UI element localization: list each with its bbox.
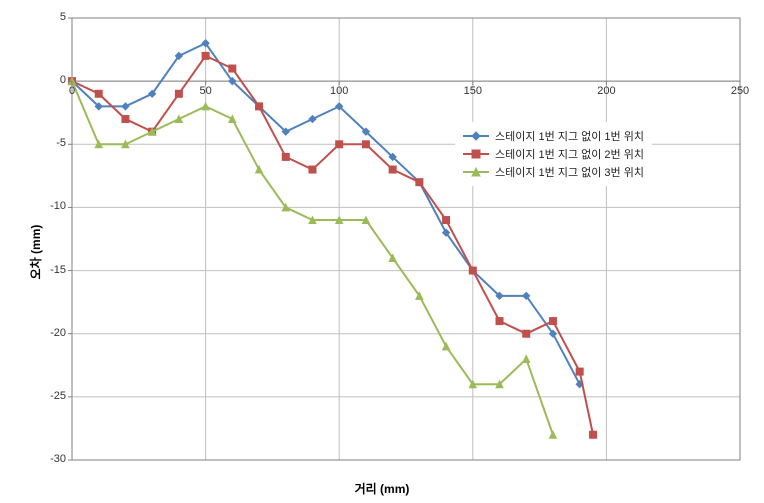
legend-label: 스테이지 1번 지그 없이 1번 위치 [495, 128, 644, 144]
y-tick: -20 [36, 327, 66, 339]
x-tick: 100 [330, 85, 348, 97]
x-tick: 200 [597, 85, 615, 97]
x-tick: 250 [731, 85, 749, 97]
legend-swatch [463, 166, 489, 178]
chart-svg [0, 0, 764, 503]
x-tick: 0 [69, 85, 75, 97]
x-tick: 50 [199, 85, 211, 97]
legend-swatch [463, 148, 489, 160]
legend-swatch [463, 130, 489, 142]
y-tick: -10 [36, 200, 66, 212]
line-chart: 오차 (mm) 거리 (mm) 50-5-10-15-20-25-30 0501… [0, 0, 764, 503]
y-tick: -25 [36, 390, 66, 402]
legend-label: 스테이지 1번 지그 없이 2번 위치 [495, 146, 644, 162]
y-tick: 0 [36, 74, 66, 86]
y-tick: -5 [36, 137, 66, 149]
legend-label: 스테이지 1번 지그 없이 3번 위치 [495, 164, 644, 180]
legend: 스테이지 1번 지그 없이 1번 위치스테이지 1번 지그 없이 2번 위치스테… [455, 122, 652, 186]
y-tick: -30 [36, 453, 66, 465]
legend-item-1: 스테이지 1번 지그 없이 2번 위치 [463, 146, 644, 162]
y-tick: 5 [36, 11, 66, 23]
legend-item-2: 스테이지 1번 지그 없이 3번 위치 [463, 164, 644, 180]
x-tick: 150 [464, 85, 482, 97]
y-tick: -15 [36, 264, 66, 276]
legend-item-0: 스테이지 1번 지그 없이 1번 위치 [463, 128, 644, 144]
